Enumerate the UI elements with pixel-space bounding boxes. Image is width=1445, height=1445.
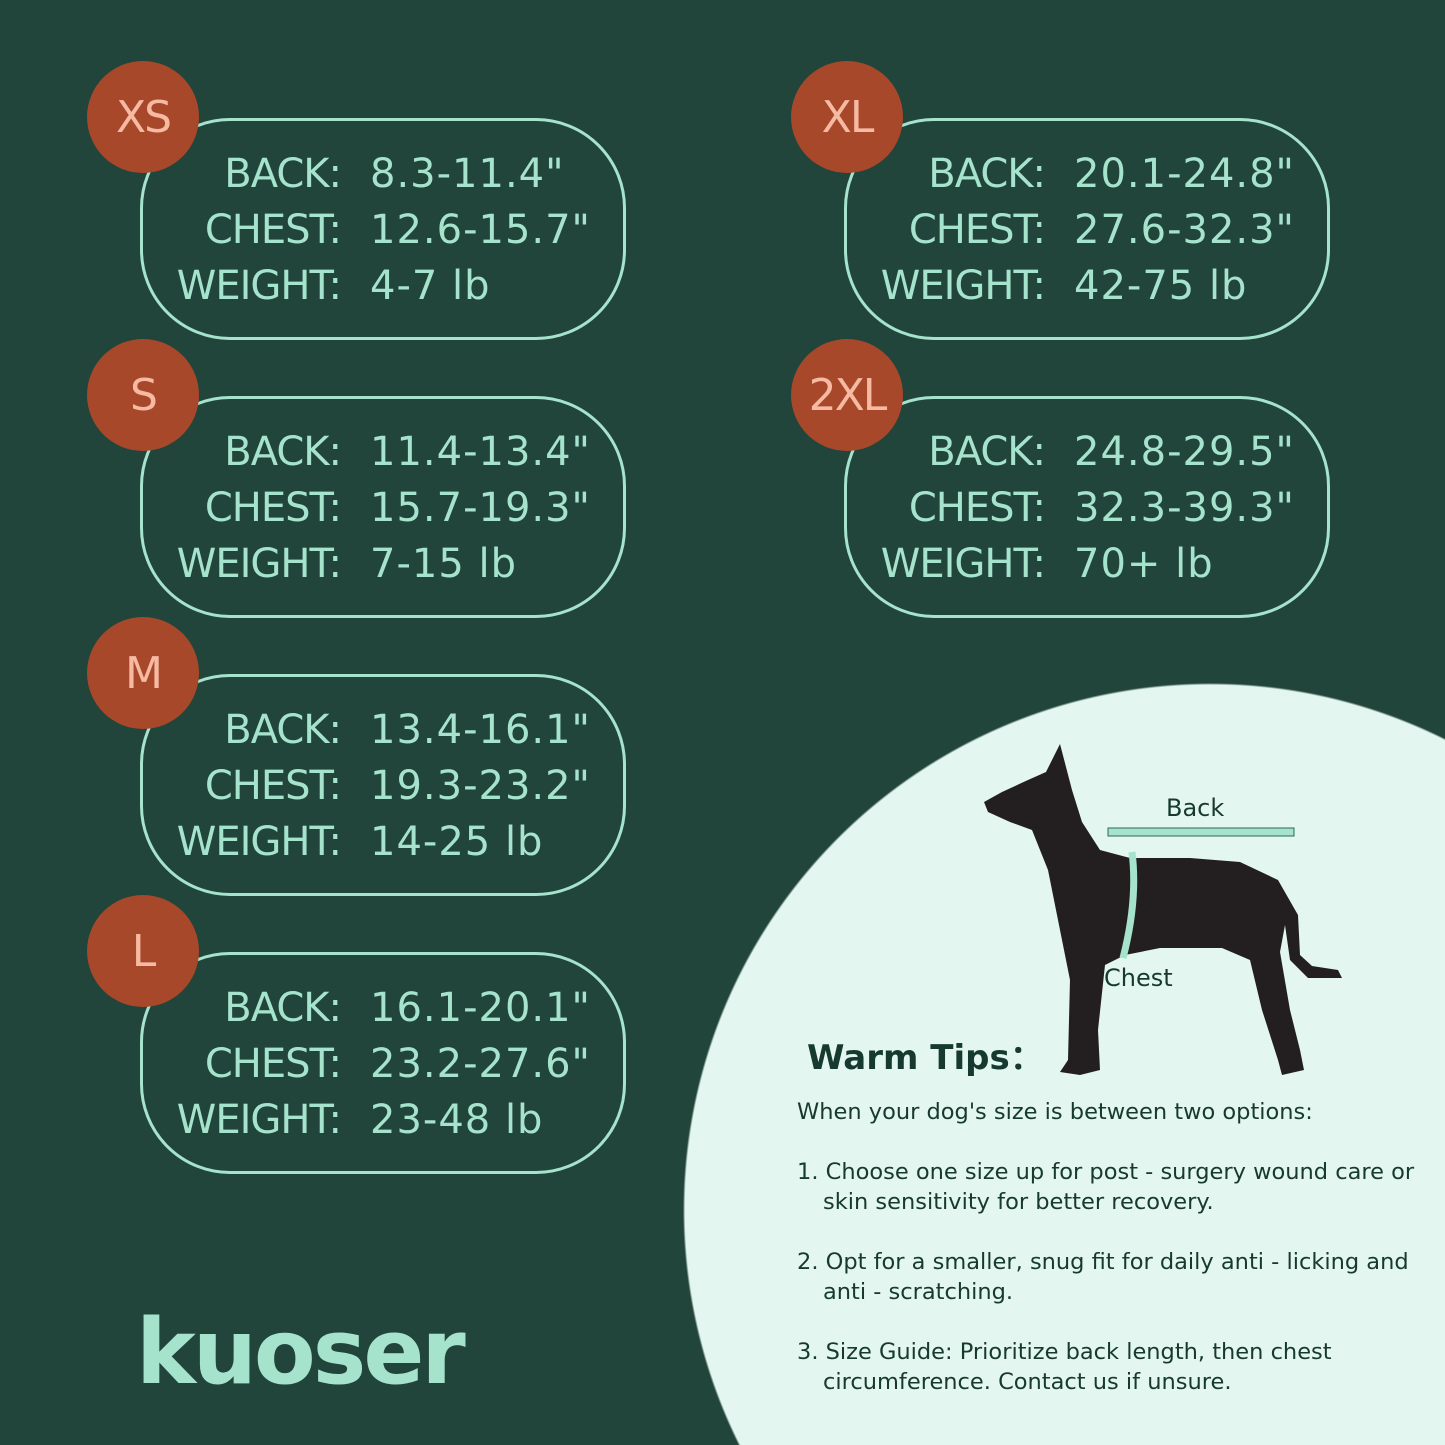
chest-label: CHEST: [908,207,1046,253]
weight-row: WEIGHT: 23-48 lb [143,1097,623,1153]
back-row: BACK: 16.1-20.1" [143,985,623,1041]
chest-row: CHEST: 19.3-23.2" [143,763,623,819]
size-card-xs: BACK: 8.3-11.4" CHEST: 12.6-15.7" WEIGHT: 4-7… [140,118,626,340]
weight-row: WEIGHT: 4-7 lb [143,263,623,319]
chest-label: CHEST: [204,1041,342,1087]
dog-silhouette-icon [984,744,1342,1075]
chest-label: CHEST: [204,763,342,809]
back-row: BACK: 24.8-29.5" [847,429,1327,485]
back-value: 20.1-24.8" [1074,151,1295,197]
weight-label: WEIGHT: [880,541,1046,587]
chest-label: Chest [1104,964,1173,992]
size-card-l: BACK: 16.1-20.1" CHEST: 23.2-27.6" WEIGHT: 23… [140,952,626,1174]
back-label: Back [1166,794,1224,822]
back-label: BACK: [224,707,342,753]
back-row: BACK: 20.1-24.8" [847,151,1327,207]
chest-row: CHEST: 27.6-32.3" [847,207,1327,263]
chest-label: CHEST: [908,485,1046,531]
weight-row: WEIGHT: 42-75 lb [847,263,1327,319]
tips-title: Warm Tips： [807,1038,1044,1078]
weight-value: 4-7 lb [370,263,491,309]
chest-value: 27.6-32.3" [1074,207,1295,253]
weight-label: WEIGHT: [176,1097,342,1143]
weight-value: 42-75 lb [1074,263,1248,309]
back-row: BACK: 13.4-16.1" [143,707,623,763]
size-badge: L [87,895,199,1007]
dog-measurement-diagram: Back Chest [984,744,1342,1075]
weight-label: WEIGHT: [176,263,342,309]
chest-row: CHEST: 32.3-39.3" [847,485,1327,541]
chest-value: 12.6-15.7" [370,207,591,253]
tips-list: 1. Choose one size up for post - surgery… [797,1157,1417,1397]
chest-value: 23.2-27.6" [370,1041,591,1087]
size-card-xl: BACK: 20.1-24.8" CHEST: 27.6-32.3" WEIGHT: 42… [844,118,1330,340]
chest-row: CHEST: 15.7-19.3" [143,485,623,541]
back-value: 11.4-13.4" [370,429,591,475]
size-badge: XL [791,61,903,173]
size-badge: S [87,339,199,451]
back-label: BACK: [224,985,342,1031]
back-label: BACK: [928,429,1046,475]
back-row: BACK: 8.3-11.4" [143,151,623,207]
chest-label: CHEST: [204,485,342,531]
chest-value: 19.3-23.2" [370,763,591,809]
weight-value: 23-48 lb [370,1097,544,1143]
size-card-m: BACK: 13.4-16.1" CHEST: 19.3-23.2" WEIGHT: 14… [140,674,626,896]
chest-value: 15.7-19.3" [370,485,591,531]
weight-label: WEIGHT: [176,541,342,587]
weight-label: WEIGHT: [880,263,1046,309]
back-value: 16.1-20.1" [370,985,591,1031]
back-label: BACK: [224,151,342,197]
brand-logo: kuoser [136,1300,466,1405]
chest-label: CHEST: [204,207,342,253]
weight-value: 14-25 lb [370,819,544,865]
chest-value: 32.3-39.3" [1074,485,1295,531]
size-badge: M [87,617,199,729]
chest-tape-icon [1119,851,1138,959]
back-value: 24.8-29.5" [1074,429,1295,475]
weight-row: WEIGHT: 70+ lb [847,541,1327,597]
weight-row: WEIGHT: 14-25 lb [143,819,623,875]
back-value: 8.3-11.4" [370,151,565,197]
size-card-2xl: BACK: 24.8-29.5" CHEST: 32.3-39.3" WEIGHT: 70… [844,396,1330,618]
weight-value: 7-15 lb [370,541,517,587]
tip-item: 1. Choose one size up for post - surgery… [797,1159,1415,1215]
weight-label: WEIGHT: [176,819,342,865]
tip-item: 2. Opt for a smaller, snug fit for daily… [797,1249,1409,1305]
size-badge: XS [87,61,199,173]
back-value: 13.4-16.1" [370,707,591,753]
size-badge: 2XL [791,339,903,451]
tips-intro: When your dog's size is between two opti… [797,1099,1313,1125]
back-tape-icon [1107,827,1295,837]
chest-row: CHEST: 12.6-15.7" [143,207,623,263]
chest-row: CHEST: 23.2-27.6" [143,1041,623,1097]
weight-row: WEIGHT: 7-15 lb [143,541,623,597]
size-card-s: BACK: 11.4-13.4" CHEST: 15.7-19.3" WEIGHT: 7-… [140,396,626,618]
tip-item: 3. Size Guide: Prioritize back length, t… [797,1339,1332,1395]
warm-tips: Warm Tips： When your dog's size is betwe… [797,1030,1417,1397]
back-label: BACK: [224,429,342,475]
back-label: BACK: [928,151,1046,197]
weight-value: 70+ lb [1074,541,1214,587]
back-row: BACK: 11.4-13.4" [143,429,623,485]
